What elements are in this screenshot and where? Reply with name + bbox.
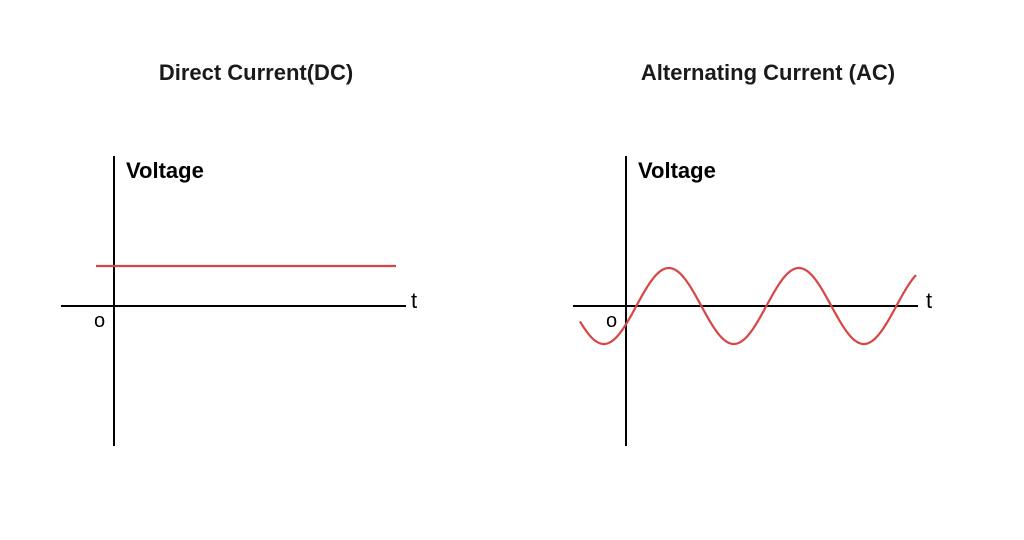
ac-chart-area: Voltage t o — [568, 156, 968, 456]
dc-y-axis-label: Voltage — [126, 158, 204, 184]
diagram-container: Direct Current(DC) Voltage t o Alternati… — [0, 0, 1024, 456]
dc-chart-svg — [56, 156, 456, 456]
dc-title: Direct Current(DC) — [159, 60, 353, 86]
ac-y-axis-label: Voltage — [638, 158, 716, 184]
dc-origin-label: o — [94, 310, 105, 333]
dc-panel: Direct Current(DC) Voltage t o — [36, 60, 476, 456]
ac-x-axis-label: t — [926, 288, 932, 314]
ac-panel: Alternating Current (AC) Voltage t o — [548, 60, 988, 456]
dc-chart-area: Voltage t o — [56, 156, 456, 456]
dc-x-axis-label: t — [411, 288, 417, 314]
ac-origin-label: o — [606, 310, 617, 333]
ac-title: Alternating Current (AC) — [641, 60, 895, 86]
ac-chart-svg — [568, 156, 968, 456]
